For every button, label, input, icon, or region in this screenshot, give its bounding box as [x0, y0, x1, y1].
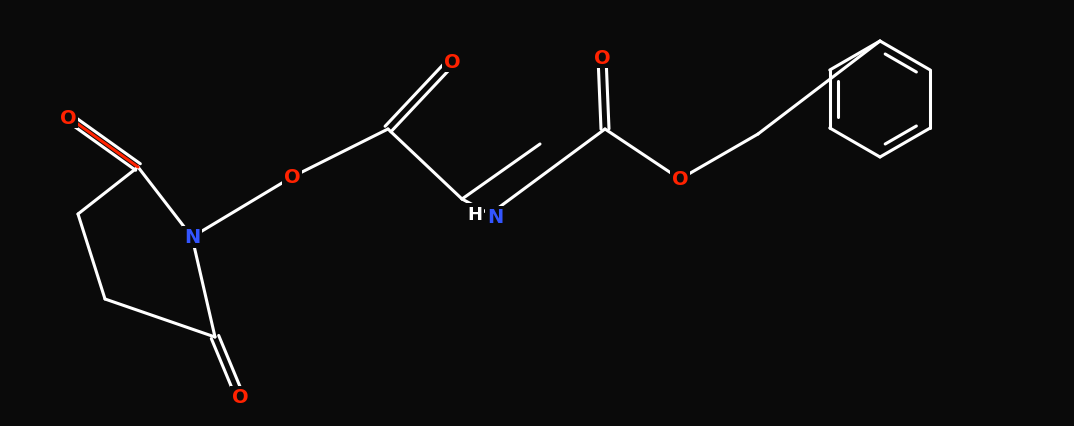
- Text: O: O: [232, 388, 248, 406]
- Text: O: O: [594, 49, 610, 67]
- Text: O: O: [671, 170, 688, 189]
- Text: N: N: [184, 228, 200, 247]
- Text: H: H: [467, 205, 482, 224]
- Text: O: O: [284, 168, 301, 187]
- Text: N: N: [487, 208, 503, 227]
- Text: O: O: [60, 108, 76, 127]
- Text: O: O: [444, 52, 461, 71]
